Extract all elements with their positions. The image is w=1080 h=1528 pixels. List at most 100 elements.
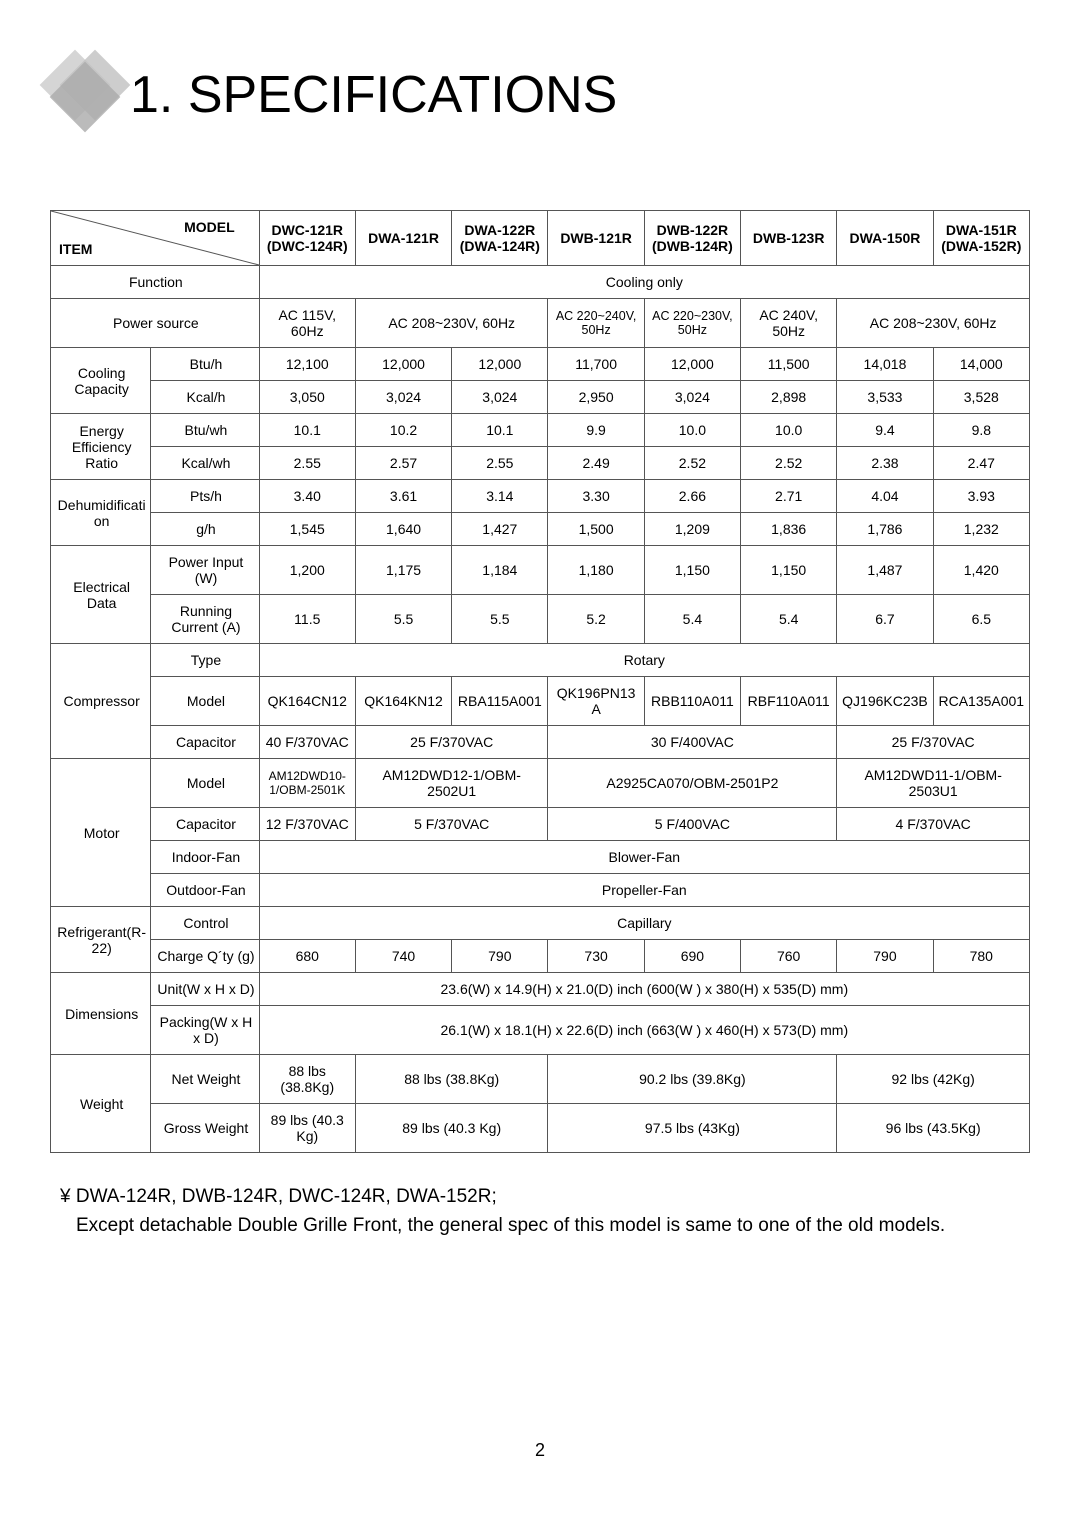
page-number: 2 <box>50 1440 1030 1461</box>
sub-label: Model <box>151 759 259 808</box>
cell: 5.4 <box>741 595 837 644</box>
cell: 5.5 <box>452 595 548 644</box>
cell: 88 lbs (38.8Kg) <box>355 1055 548 1104</box>
cell: 12,000 <box>644 348 740 381</box>
cell: AM12DWD11-1/OBM-2503U1 <box>837 759 1030 808</box>
row-group-label: Compressor <box>51 644 151 759</box>
sub-label: Packing(W x H x D) <box>151 1006 259 1055</box>
cell: 11.5 <box>259 595 355 644</box>
cell: 730 <box>548 940 644 973</box>
col-7: DWA-151R (DWA-152R) <box>933 211 1029 266</box>
row-label: Function <box>51 266 260 299</box>
cell: 14,000 <box>933 348 1029 381</box>
cell: AM12DWD10-1/OBM-2501K <box>259 759 355 808</box>
row-group-label: Motor <box>51 759 151 907</box>
item-label: ITEM <box>59 241 92 257</box>
col-2: DWA-122R (DWA-124R) <box>452 211 548 266</box>
cell: AM12DWD12-1/OBM-2502U1 <box>355 759 548 808</box>
cell: RBB110A011 <box>644 677 740 726</box>
sub-label: Pts/h <box>151 480 259 513</box>
cell: 6.5 <box>933 595 1029 644</box>
row-cooling-kcalh: Kcal/h 3,050 3,024 3,024 2,950 3,024 2,8… <box>51 381 1030 414</box>
cell: 12 F/370VAC <box>259 808 355 841</box>
sub-label: Indoor-Fan <box>151 841 259 874</box>
row-elec-run: Running Current (A) 11.5 5.5 5.5 5.2 5.4… <box>51 595 1030 644</box>
cell: 1,184 <box>452 546 548 595</box>
cell: 4 F/370VAC <box>837 808 1030 841</box>
cell: Propeller-Fan <box>259 874 1029 907</box>
row-refrig-charge: Charge Q´ty (g) 680 740 790 730 690 760 … <box>51 940 1030 973</box>
cell: 14,018 <box>837 348 933 381</box>
cell: AC 208~230V, 60Hz <box>355 299 548 348</box>
sub-label: Model <box>151 677 259 726</box>
cell: 26.1(W) x 18.1(H) x 22.6(D) inch (663(W … <box>259 1006 1029 1055</box>
sub-label: Net Weight <box>151 1055 259 1104</box>
row-eer-kcalwh: Kcal/wh 2.55 2.57 2.55 2.49 2.52 2.52 2.… <box>51 447 1030 480</box>
row-dims-packing: Packing(W x H x D) 26.1(W) x 18.1(H) x 2… <box>51 1006 1030 1055</box>
cell: 2.47 <box>933 447 1029 480</box>
row-dehum-ptsh: Dehumidification Pts/h 3.40 3.61 3.14 3.… <box>51 480 1030 513</box>
cell: 25 F/370VAC <box>837 726 1030 759</box>
col-6: DWA-150R <box>837 211 933 266</box>
footnote-line-1: ¥ DWA-124R, DWB-124R, DWC-124R, DWA-152R… <box>60 1183 1030 1212</box>
cell: 25 F/370VAC <box>355 726 548 759</box>
cell: 5.5 <box>355 595 451 644</box>
cell: 90.2 lbs (39.8Kg) <box>548 1055 837 1104</box>
sub-label: Unit(W x H x D) <box>151 973 259 1006</box>
cell: 23.6(W) x 14.9(H) x 21.0(D) inch (600(W … <box>259 973 1029 1006</box>
cell: 1,487 <box>837 546 933 595</box>
cell: 12,100 <box>259 348 355 381</box>
row-group-label: Dimensions <box>51 973 151 1055</box>
row-group-label: Refrigerant(R-22) <box>51 907 151 973</box>
row-motor-indoor: Indoor-Fan Blower-Fan <box>51 841 1030 874</box>
sub-label: Outdoor-Fan <box>151 874 259 907</box>
header-row: MODEL ITEM DWC-121R (DWC-124R) DWA-121R … <box>51 211 1030 266</box>
cell: 740 <box>355 940 451 973</box>
cell: 1,232 <box>933 513 1029 546</box>
cell: 2.55 <box>259 447 355 480</box>
cell: 2.52 <box>741 447 837 480</box>
sub-label: Gross Weight <box>151 1104 259 1153</box>
cell: AC 220~240V, 50Hz <box>548 299 644 348</box>
cell: AC 240V, 50Hz <box>741 299 837 348</box>
cell: 680 <box>259 940 355 973</box>
cell: 3.61 <box>355 480 451 513</box>
sub-label: Capacitor <box>151 808 259 841</box>
sub-label: Capacitor <box>151 726 259 759</box>
sub-label: Charge Q´ty (g) <box>151 940 259 973</box>
footnote-line-2: Except detachable Double Grille Front, t… <box>60 1212 1030 1241</box>
row-dehum-gh: g/h 1,545 1,640 1,427 1,500 1,209 1,836 … <box>51 513 1030 546</box>
row-cooling-btuh: Cooling Capacity Btu/h 12,100 12,000 12,… <box>51 348 1030 381</box>
cell: AC 220~230V, 50Hz <box>644 299 740 348</box>
sub-label: Btu/wh <box>151 414 259 447</box>
cell: 760 <box>741 940 837 973</box>
cell: 1,150 <box>644 546 740 595</box>
footnote: ¥ DWA-124R, DWB-124R, DWC-124R, DWA-152R… <box>60 1183 1030 1240</box>
title-decor-icon <box>50 60 120 130</box>
cell: AC 208~230V, 60Hz <box>837 299 1030 348</box>
cell: 3,024 <box>644 381 740 414</box>
col-0: DWC-121R (DWC-124R) <box>259 211 355 266</box>
cell: 88 lbs (38.8Kg) <box>259 1055 355 1104</box>
row-comp-model: Model QK164CN12 QK164KN12 RBA115A001 QK1… <box>51 677 1030 726</box>
row-group-label: Electrical Data <box>51 546 151 644</box>
cell: 1,836 <box>741 513 837 546</box>
cell: 3,533 <box>837 381 933 414</box>
cell: 2,950 <box>548 381 644 414</box>
cell: 89 lbs (40.3 Kg) <box>355 1104 548 1153</box>
cell: 10.1 <box>452 414 548 447</box>
cell: 1,500 <box>548 513 644 546</box>
row-motor-cap: Capacitor 12 F/370VAC 5 F/370VAC 5 F/400… <box>51 808 1030 841</box>
sub-label: g/h <box>151 513 259 546</box>
cell: 96 lbs (43.5Kg) <box>837 1104 1030 1153</box>
spec-table: MODEL ITEM DWC-121R (DWC-124R) DWA-121R … <box>50 210 1030 1153</box>
sub-label: Power Input (W) <box>151 546 259 595</box>
cell: 1,786 <box>837 513 933 546</box>
cell: A2925CA070/OBM-2501P2 <box>548 759 837 808</box>
cell: 780 <box>933 940 1029 973</box>
cell: 3.30 <box>548 480 644 513</box>
row-group-label: Dehumidification <box>51 480 151 546</box>
cell: 690 <box>644 940 740 973</box>
sub-label: Type <box>151 644 259 677</box>
col-3: DWB-121R <box>548 211 644 266</box>
